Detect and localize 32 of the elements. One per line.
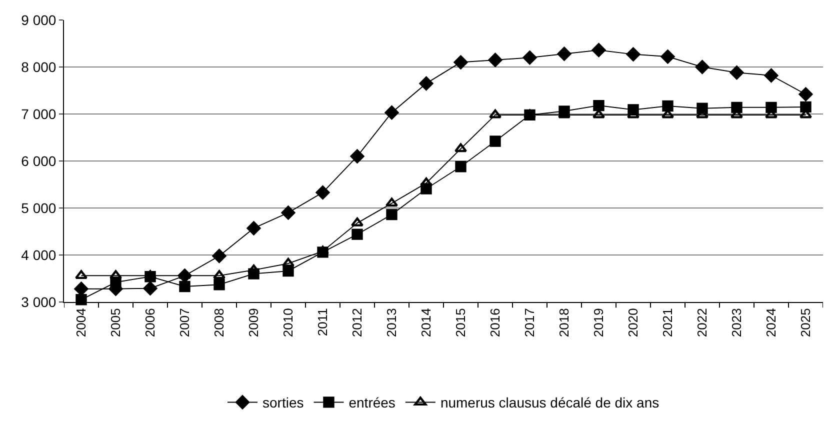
- x-tick-label: 2018: [556, 308, 572, 338]
- x-tick-label: 2020: [625, 308, 640, 338]
- y-tick-label: 8 000: [21, 58, 56, 75]
- x-tick-label: 2017: [522, 308, 537, 338]
- x-tick-label: 2024: [763, 308, 778, 338]
- y-tick-label: 4 000: [21, 246, 56, 263]
- x-tick-label: 2009: [246, 308, 261, 338]
- x-tick-label: 2022: [694, 308, 710, 338]
- x-tick-label: 2019: [590, 308, 606, 338]
- x-tick-label: 2015: [452, 308, 468, 338]
- legend-label: entrées: [348, 394, 396, 411]
- x-tick-label: 2007: [176, 308, 192, 338]
- legend-label: numerus clausus décalé de dix ans: [440, 394, 660, 411]
- x-tick-label: 2025: [798, 308, 813, 338]
- y-tick-label: 9 000: [21, 12, 56, 28]
- legend-label: sorties: [262, 394, 304, 411]
- x-tick-label: 2016: [487, 308, 502, 338]
- x-tick-label: 2004: [73, 308, 88, 338]
- x-tick-label: 2011: [314, 308, 330, 336]
- x-tick-label: 2010: [280, 308, 296, 338]
- x-tick-label: 2021: [660, 308, 675, 338]
- y-tick-label: 5 000: [21, 200, 56, 216]
- x-tick-label: 2005: [108, 308, 123, 338]
- x-tick-label: 2008: [211, 308, 226, 338]
- y-tick-label: 6 000: [21, 152, 56, 169]
- x-tick-label: 2012: [349, 308, 364, 338]
- x-tick-label: 2006: [142, 308, 158, 338]
- y-tick-label: 3 000: [21, 294, 56, 310]
- x-tick-label: 2023: [728, 308, 744, 338]
- x-tick-label: 2014: [418, 308, 434, 338]
- x-tick-label: 2013: [384, 308, 399, 338]
- y-tick-label: 7 000: [21, 106, 56, 122]
